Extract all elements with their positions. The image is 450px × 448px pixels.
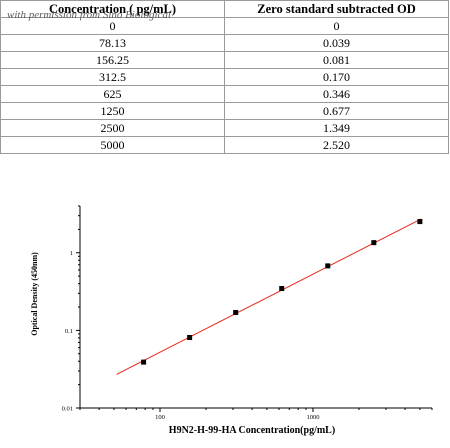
cell-od: 0.170 <box>224 68 449 86</box>
table-row: 625 0.346 <box>0 85 449 103</box>
standard-curve-table: Concentration ( pg/mL) with permission f… <box>0 0 449 154</box>
axes <box>79 206 432 409</box>
header-concentration: Concentration ( pg/mL) with permission f… <box>0 0 225 21</box>
x-tick-label: 1000 <box>306 414 319 421</box>
data-point <box>233 309 239 315</box>
data-point <box>279 286 285 292</box>
y-tick-label: 0.1 <box>65 328 73 335</box>
watermark-text: with permission from Sino Biological <box>7 9 171 21</box>
cell-concentration: 5000 <box>0 136 225 154</box>
fit-line <box>116 218 422 375</box>
table-row: 5000 2.520 <box>0 136 449 154</box>
header-od: Zero standard subtracted OD <box>224 0 449 18</box>
data-point <box>371 240 377 246</box>
data-point <box>325 263 331 269</box>
data-point <box>187 334 193 340</box>
table-header-row: Concentration ( pg/mL) with permission f… <box>0 0 449 21</box>
x-tick-label: 100 <box>155 414 165 421</box>
cell-od: 2.520 <box>224 136 449 154</box>
data-point <box>417 219 423 225</box>
cell-concentration: 156.25 <box>0 51 225 69</box>
cell-concentration: 78.13 <box>0 34 225 52</box>
header-concentration-label: Concentration ( pg/mL) <box>48 2 177 16</box>
data-points <box>141 219 423 365</box>
y-axis-label: Optical Density (450nm) <box>30 252 39 336</box>
cell-concentration: 1250 <box>0 102 225 120</box>
fit-line-group <box>116 218 422 375</box>
ticks: 100 1000 0.01 0.1 1 <box>62 205 433 421</box>
y-tick-label: 0.01 <box>62 406 73 413</box>
table-row: 2500 1.349 <box>0 119 449 137</box>
x-axis-label: H9N2-H-99-HA Concentration(pg/mL) <box>169 425 335 436</box>
data-point <box>141 359 147 365</box>
table-row: 312.5 0.170 <box>0 68 449 86</box>
y-tick-label: 1 <box>70 250 73 257</box>
